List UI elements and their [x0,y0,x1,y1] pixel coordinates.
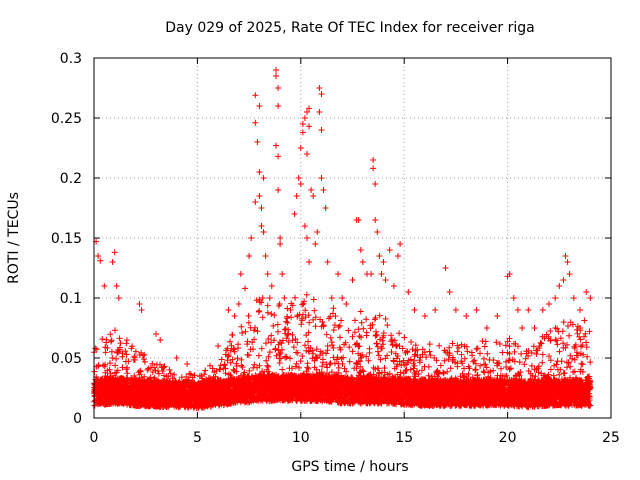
x-tick-label: 20 [499,430,517,446]
y-tick-label: 0.1 [60,291,82,307]
x-tick-label: 5 [193,430,202,446]
y-tick-labels: 0 0.05 0.1 0.15 0.2 0.25 0.3 [51,51,82,427]
y-tick-label: 0.25 [51,111,82,127]
y-tick-label: 0.2 [60,171,82,187]
plot-border [93,57,612,419]
y-tick-label: 0 [73,411,82,427]
y-axis-label: ROTI / TECUs [6,192,22,284]
y-tick-label: 0.3 [60,51,82,67]
roti-scatter-points [91,67,594,412]
x-tick-labels: 0 5 10 15 20 25 [90,430,620,446]
x-tick-label: 10 [292,430,310,446]
grid [94,58,611,418]
axis-ticks [93,57,612,419]
x-tick-label: 0 [90,430,99,446]
x-tick-label: 15 [395,430,413,446]
y-tick-label: 0.15 [51,231,82,247]
data-points [91,67,594,412]
x-axis-label: GPS time / hours [291,459,408,475]
x-tick-label: 25 [602,430,620,446]
chart-title: Day 029 of 2025, Rate Of TEC Index for r… [165,20,534,36]
y-tick-label: 0.05 [51,351,82,367]
